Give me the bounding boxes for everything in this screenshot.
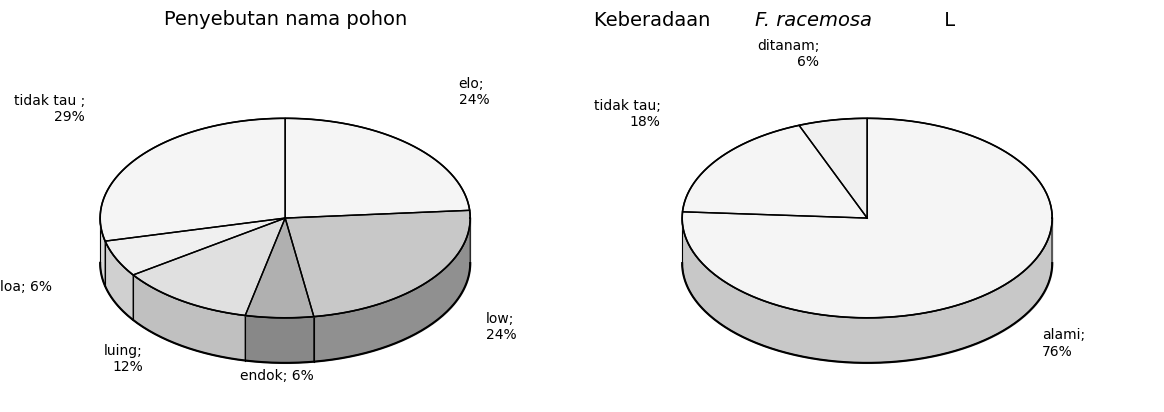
Text: Keberadaan: Keberadaan	[594, 11, 716, 30]
Polygon shape	[105, 218, 285, 275]
Text: alami;
76%: alami; 76%	[1042, 328, 1085, 359]
Text: ditanam;
6%: ditanam; 6%	[757, 39, 819, 69]
Polygon shape	[682, 220, 1052, 363]
Polygon shape	[285, 210, 470, 317]
Polygon shape	[100, 118, 285, 241]
Text: tidak tau;
18%: tidak tau; 18%	[594, 99, 661, 129]
Polygon shape	[682, 118, 1052, 318]
Text: L: L	[938, 11, 956, 30]
Text: loa; 6%: loa; 6%	[0, 280, 52, 294]
Text: tidak tau ;
29%: tidak tau ; 29%	[14, 94, 85, 124]
Polygon shape	[133, 275, 246, 360]
Text: elo;
24%: elo; 24%	[459, 77, 489, 107]
Polygon shape	[246, 218, 314, 318]
Polygon shape	[246, 316, 314, 363]
Text: endok; 6%: endok; 6%	[240, 370, 314, 384]
Polygon shape	[105, 241, 133, 320]
Polygon shape	[799, 118, 867, 218]
Text: low;
24%: low; 24%	[485, 312, 516, 342]
Polygon shape	[100, 217, 105, 286]
Polygon shape	[682, 125, 867, 218]
Text: F. racemosa: F. racemosa	[755, 11, 872, 30]
Polygon shape	[133, 218, 285, 316]
Polygon shape	[285, 118, 469, 218]
Title: Penyebutan nama pohon: Penyebutan nama pohon	[164, 10, 406, 29]
Polygon shape	[314, 218, 470, 362]
Text: luing;
12%: luing; 12%	[104, 344, 143, 374]
